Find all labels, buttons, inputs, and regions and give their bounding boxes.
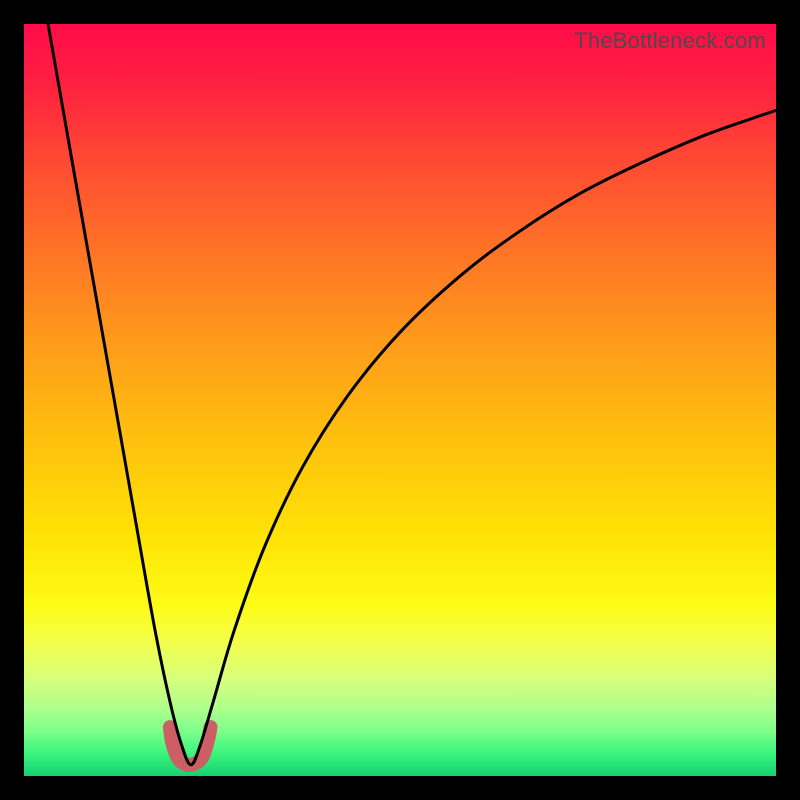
plot-area: TheBottleneck.com xyxy=(24,24,776,776)
bottleneck-curve xyxy=(48,24,776,765)
bottleneck-curve-layer xyxy=(24,24,776,776)
chart-frame: TheBottleneck.com xyxy=(0,0,800,800)
